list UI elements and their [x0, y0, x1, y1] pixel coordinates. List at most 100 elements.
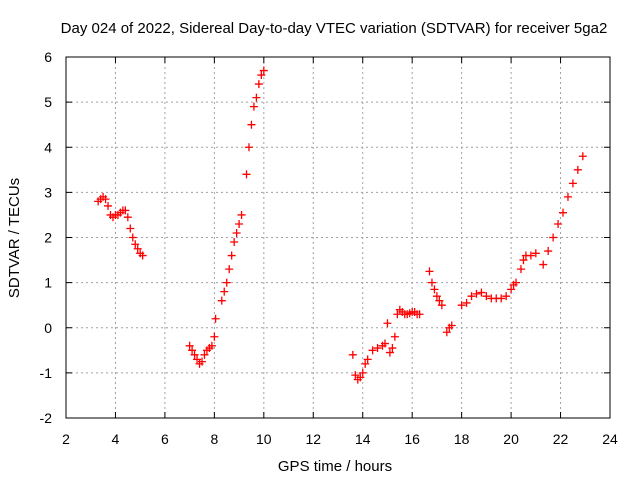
data-point	[442, 328, 451, 337]
data-point	[185, 341, 194, 350]
data-point	[477, 288, 486, 297]
data-point	[482, 292, 491, 301]
x-tick-label: 4	[112, 431, 120, 447]
data-point	[257, 71, 266, 80]
data-point	[123, 213, 132, 222]
data-point	[259, 66, 268, 75]
x-tick-label: 2	[62, 431, 70, 447]
x-tick-label: 20	[503, 431, 519, 447]
data-point	[447, 321, 456, 330]
chart-title: Day 024 of 2022, Sidereal Day-to-day VTE…	[61, 20, 608, 37]
series-segment-1	[94, 192, 147, 260]
y-tick-label: 5	[44, 94, 52, 110]
y-axis-label: SDTVAR / TECUs	[6, 178, 23, 298]
series-segment-4	[242, 66, 268, 179]
data-point	[568, 179, 577, 188]
data-point	[210, 332, 219, 341]
data-point	[497, 294, 506, 303]
data-point	[519, 256, 528, 265]
series-segment-10	[516, 249, 540, 274]
data-point	[126, 224, 135, 233]
x-axis-label: GPS time / hours	[278, 458, 392, 475]
data-point	[247, 120, 256, 129]
data-point	[437, 301, 446, 310]
data-point	[383, 319, 392, 328]
data-point	[573, 165, 582, 174]
data-point	[207, 341, 216, 350]
x-tick-label: 14	[355, 431, 371, 447]
data-point	[467, 292, 476, 301]
x-tick-label: 18	[454, 431, 470, 447]
data-point	[578, 152, 587, 161]
series-segment-11	[539, 152, 587, 269]
series-segment-9	[457, 278, 521, 310]
data-point	[559, 208, 568, 217]
x-tick-label: 22	[553, 431, 569, 447]
data-point	[133, 244, 142, 253]
data-point	[563, 192, 572, 201]
data-point	[128, 233, 137, 242]
data-point	[415, 310, 424, 319]
x-tick-label: 12	[305, 431, 321, 447]
data-point	[457, 301, 466, 310]
data-point	[554, 219, 563, 228]
data-point	[388, 344, 397, 353]
data-point	[121, 206, 130, 215]
data-point	[244, 143, 253, 152]
data-point	[217, 296, 226, 305]
data-point	[425, 267, 434, 276]
data-point	[430, 285, 439, 294]
data-point	[190, 350, 199, 359]
data-point	[427, 278, 436, 287]
series-segment-2	[185, 314, 220, 368]
data-point	[235, 219, 244, 228]
x-tick-label: 8	[210, 431, 218, 447]
data-point	[531, 249, 540, 258]
y-tick-label: -1	[40, 365, 53, 381]
data-point	[254, 80, 263, 89]
data-point	[432, 292, 441, 301]
x-tick-labels: 2 4 6 8 10 12 14 16 18 20 22 24	[62, 431, 618, 447]
data-point	[200, 350, 209, 359]
data-point	[188, 346, 197, 355]
data-point	[380, 339, 389, 348]
data-point	[220, 287, 229, 296]
series-segment-6	[393, 305, 424, 319]
grid-lines	[66, 57, 610, 418]
data-point	[462, 298, 471, 307]
data-point	[356, 373, 365, 382]
data-point	[363, 355, 372, 364]
data-point	[358, 368, 367, 377]
series-segment-7	[425, 267, 446, 310]
data-point	[131, 240, 140, 249]
data-point	[249, 102, 258, 111]
data-point	[193, 355, 202, 364]
series-segment-5	[348, 319, 399, 384]
x-tick-label: 10	[256, 431, 272, 447]
data-point	[348, 350, 357, 359]
data-point	[225, 265, 234, 274]
y-tick-label: 1	[44, 275, 52, 291]
x-tick-label: 6	[161, 431, 169, 447]
data-point	[198, 357, 206, 366]
y-tick-label: -2	[40, 410, 53, 426]
data-point	[516, 265, 525, 274]
data-point	[227, 251, 236, 260]
data-point	[507, 285, 516, 294]
y-tick-labels: -2 -1 0 1 2 3 4 5 6	[40, 49, 53, 426]
data-point	[222, 278, 231, 287]
y-tick-label: 6	[44, 49, 52, 65]
data-point	[211, 314, 220, 323]
x-tick-label: 16	[404, 431, 420, 447]
data-point	[368, 346, 377, 355]
plot-frame	[65, 56, 611, 419]
data-point	[549, 233, 558, 242]
data-point	[385, 348, 394, 357]
data-point	[539, 260, 548, 269]
data-point	[390, 332, 399, 341]
data-point	[104, 201, 113, 210]
data-point	[373, 344, 382, 353]
